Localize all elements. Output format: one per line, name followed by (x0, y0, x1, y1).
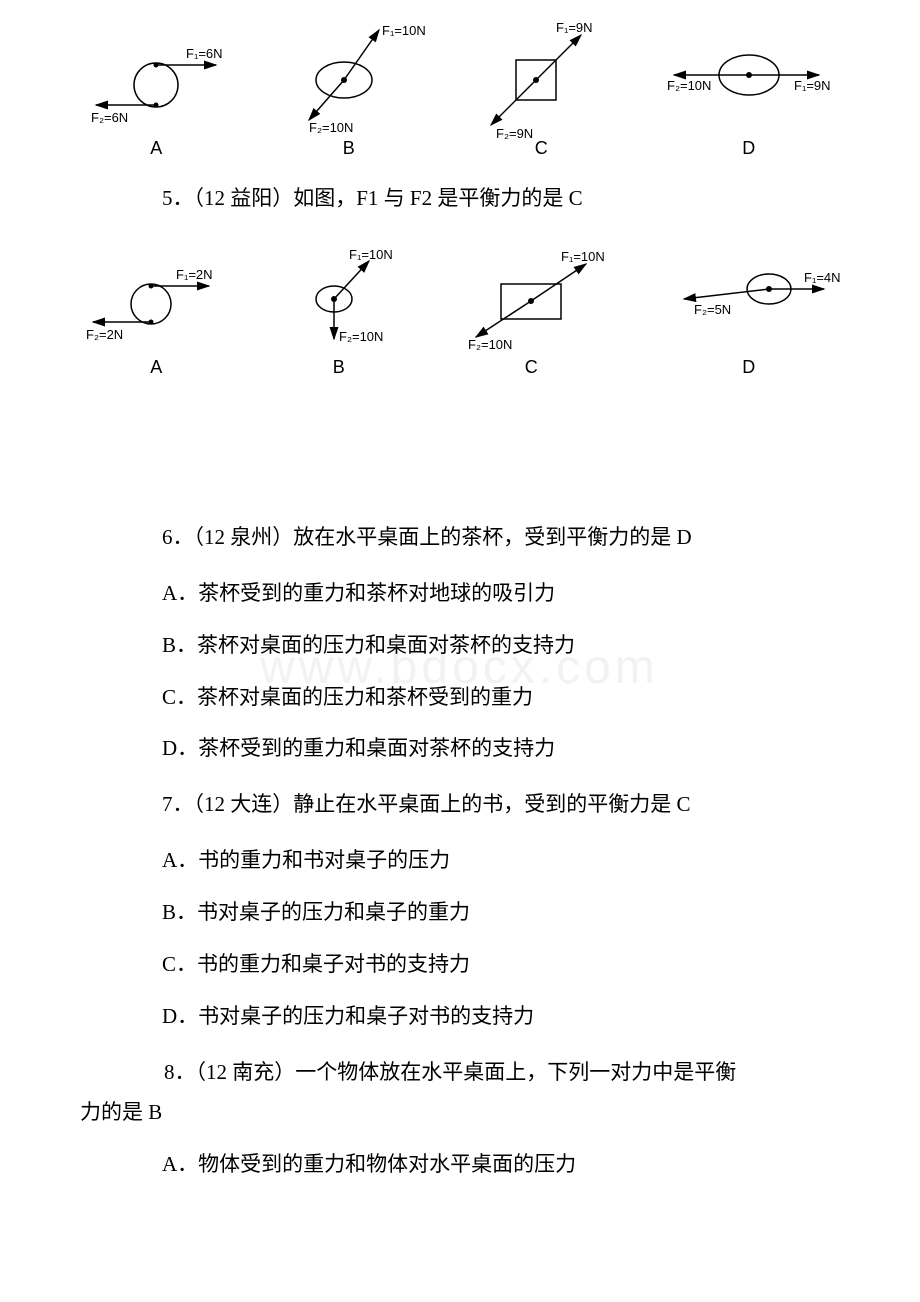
diagram-1b: F₁=10N F₂=10N B (274, 20, 424, 159)
f1-label-1c: F₁=9N (556, 20, 593, 35)
f1-label-2c: F₁=10N (561, 249, 605, 264)
q8-opt-a: A．物体受到的重力和物体对水平桌面的压力 (0, 1139, 920, 1191)
label-2c: C (525, 357, 538, 378)
q7-opt-d: D．书对桌子的压力和桌子对书的支持力 (0, 991, 920, 1043)
q8-line2: 力的是 B (80, 1093, 840, 1133)
f2-label-1a: F₂=6N (91, 110, 128, 125)
f2-label-2a: F₂=2N (86, 327, 123, 342)
diagram-svg-2c: F₁=10N F₂=10N (446, 249, 616, 349)
diagram-2a: F₁=2N F₂=2N A (81, 249, 231, 378)
label-2b: B (333, 357, 345, 378)
label-2d: D (742, 357, 755, 378)
diagram-svg-1d: F₁=9N F₂=10N (659, 20, 839, 130)
q7-text: 7．（12 大连）静止在水平桌面上的书，受到的平衡力是 C (0, 775, 920, 835)
diagram-row-2: F₁=2N F₂=2N A F₁=10N F₂=10N B F₁=10N F₂=… (0, 229, 920, 388)
label-1a: A (150, 138, 162, 159)
q6-text: 6．（12 泉州）放在水平桌面上的茶杯，受到平衡力的是 D (0, 508, 920, 568)
diagram-svg-1b: F₁=10N F₂=10N (274, 20, 424, 130)
q7-opt-c: C．书的重力和桌子对书的支持力 (0, 939, 920, 991)
diagram-row-1: F₁=6N F₂=6N A F₁=10N F₂=10N B F₁=9N F₂=9… (0, 0, 920, 169)
diagram-svg-2d: F₁=4N F₂=5N (659, 249, 839, 349)
f1-label-1b: F₁=10N (382, 23, 426, 38)
label-1c: C (535, 138, 548, 159)
diagram-svg-1a: F₁=6N F₂=6N (81, 20, 231, 130)
f2-label-1d: F₂=10N (667, 78, 711, 93)
f1-label-1a: F₁=6N (186, 46, 223, 61)
diagram-svg-1c: F₁=9N F₂=9N (466, 20, 616, 130)
f2-label-2b: F₂=10N (339, 329, 383, 344)
spacer (0, 388, 920, 508)
label-1d: D (742, 138, 755, 159)
q8-text: 8．（12 南充）一个物体放在水平桌面上，下列一对力中是平衡 力的是 B (0, 1043, 920, 1139)
diagram-2b: F₁=10N F₂=10N B (274, 249, 404, 378)
q8-line1: 8．（12 南充）一个物体放在水平桌面上，下列一对力中是平衡 (80, 1053, 840, 1093)
f1-label-2a: F₁=2N (176, 267, 213, 282)
q5-text: 5．（12 益阳）如图，F1 与 F2 是平衡力的是 C (0, 169, 920, 229)
q6-opt-b: B．茶杯对桌面的压力和桌面对茶杯的支持力 (0, 620, 920, 672)
diagram-2d: F₁=4N F₂=5N D (659, 249, 839, 378)
q6-opt-c: C．茶杯对桌面的压力和茶杯受到的重力 (0, 672, 920, 724)
q6-opt-d: D．茶杯受到的重力和桌面对茶杯的支持力 (0, 723, 920, 775)
diagram-svg-2b: F₁=10N F₂=10N (274, 249, 404, 349)
f2-label-2d: F₂=5N (694, 302, 731, 317)
q7-opt-b: B．书对桌子的压力和桌子的重力 (0, 887, 920, 939)
f2-label-1b: F₂=10N (309, 120, 353, 135)
label-1b: B (343, 138, 355, 159)
f1-label-1d: F₁=9N (794, 78, 831, 93)
f1-label-2b: F₁=10N (349, 247, 393, 262)
diagram-1a: F₁=6N F₂=6N A (81, 20, 231, 159)
diagram-1c: F₁=9N F₂=9N C (466, 20, 616, 159)
label-2a: A (150, 357, 162, 378)
f2-label-2c: F₂=10N (468, 337, 512, 352)
f1-label-2d: F₁=4N (804, 270, 841, 285)
diagram-svg-2a: F₁=2N F₂=2N (81, 249, 231, 349)
q7-opt-a: A．书的重力和书对桌子的压力 (0, 835, 920, 887)
q6-opt-a: A．茶杯受到的重力和茶杯对地球的吸引力 (0, 568, 920, 620)
diagram-2c: F₁=10N F₂=10N C (446, 249, 616, 378)
diagram-1d: F₁=9N F₂=10N D (659, 20, 839, 159)
f2-label-1c: F₂=9N (496, 126, 533, 141)
